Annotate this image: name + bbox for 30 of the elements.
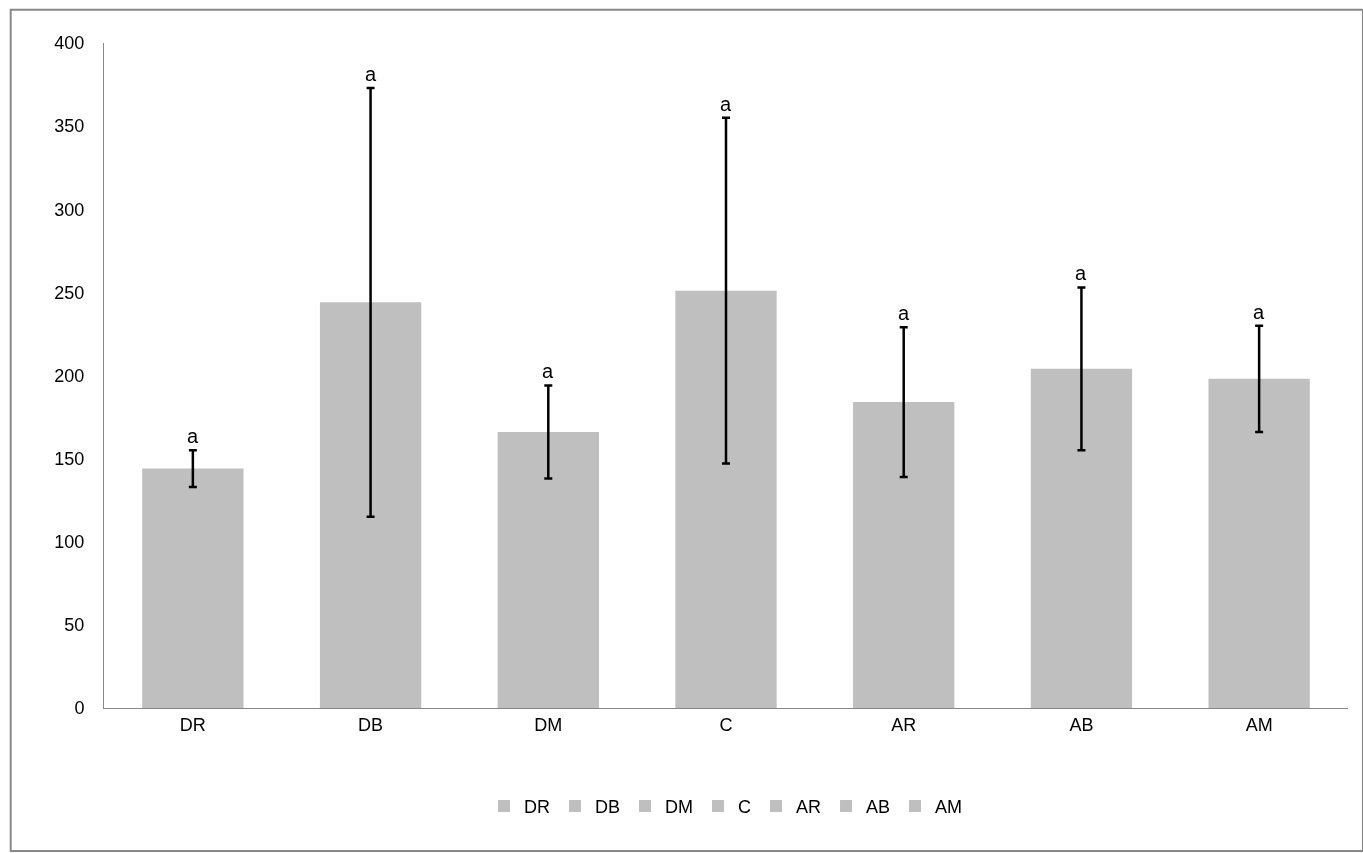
- legend-label: DR: [524, 797, 550, 818]
- legend-label: DB: [595, 797, 621, 818]
- y-tick-label: 350: [54, 116, 85, 137]
- x-tick-label: AB: [1069, 714, 1094, 735]
- y-tick-label: 400: [54, 33, 85, 54]
- annotation: a: [898, 302, 910, 324]
- x-tick-label: AM: [1245, 714, 1273, 735]
- legend-label: AB: [866, 797, 891, 818]
- y-tick-label: 0: [74, 698, 85, 719]
- legend-label: AR: [796, 797, 822, 818]
- y-tick-label: 200: [54, 365, 85, 386]
- annotation: a: [1253, 301, 1265, 323]
- x-tick-label: C: [719, 714, 733, 735]
- annotation: a: [720, 93, 732, 115]
- legend-label: AM: [935, 797, 963, 818]
- annotation: a: [542, 360, 554, 382]
- annotation: a: [187, 425, 199, 447]
- y-tick-label: 250: [54, 282, 85, 303]
- y-tick-label: 50: [64, 615, 85, 636]
- y-tick-label: 150: [54, 448, 85, 469]
- x-tick-label: AR: [891, 714, 917, 735]
- legend-label: DM: [665, 797, 694, 818]
- x-tick-label: DB: [358, 714, 384, 735]
- x-tick-label: DR: [179, 714, 206, 735]
- annotation: a: [1075, 262, 1087, 284]
- annotation: a: [365, 63, 377, 85]
- x-tick-label: DM: [534, 714, 563, 735]
- y-tick-label: 100: [54, 532, 85, 553]
- legend-label: C: [738, 797, 752, 818]
- y-tick-label: 300: [54, 199, 85, 220]
